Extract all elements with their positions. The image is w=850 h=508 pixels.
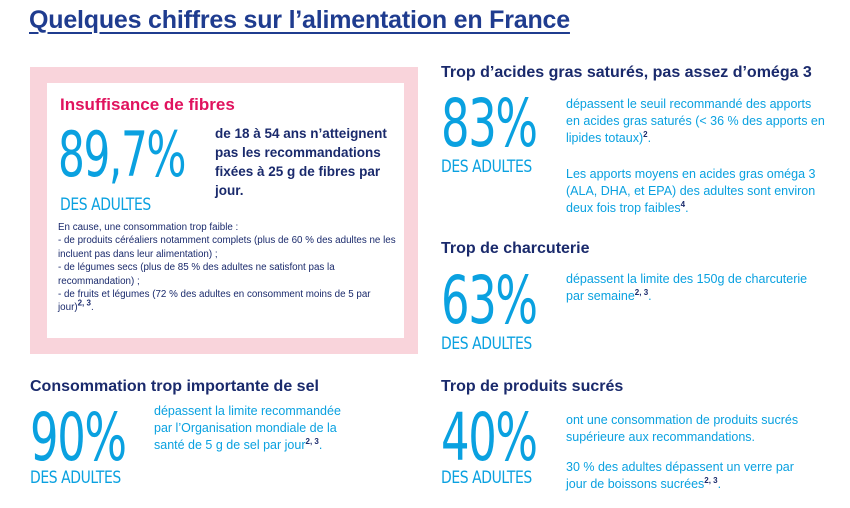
fibres-heading: Insuffisance de fibres (60, 95, 235, 114)
page-title: Quelques chiffres sur l’alimentation en … (29, 6, 570, 34)
fibres-panel (47, 83, 404, 338)
reference: 2, 3 (704, 475, 718, 485)
fibres-details: En cause, une consommation trop faible :… (58, 221, 398, 315)
fibres-adults-label: DES ADULTES (60, 195, 151, 215)
salt-adults-label: DES ADULTES (30, 468, 121, 488)
reference: 2, 3 (77, 299, 91, 309)
fats-percent: 83% (441, 85, 538, 162)
sugar-percent: 40% (441, 399, 538, 476)
sugar-description-1: ont une consommation de produits sucrés … (566, 413, 799, 444)
salt-description: dépassent la limite recommandée par l’Or… (154, 404, 341, 452)
fibres-details-fruits: - de fruits et légumes (72 % des adultes… (58, 289, 371, 314)
reference: 2, 3 (634, 287, 649, 297)
fibres-details-intro: En cause, une consommation trop faible : (58, 222, 239, 233)
sugar-heading: Trop de produits sucrés (441, 378, 624, 395)
reference: 2 (643, 129, 648, 139)
salt-percent: 90% (30, 399, 127, 476)
reference: 4 (680, 199, 686, 209)
charcuterie-adults-label: DES ADULTES (441, 334, 532, 354)
fibres-description: de 18 à 54 ans n’atteignent pas les reco… (215, 126, 387, 198)
fats-adults-label: DES ADULTES (441, 157, 532, 177)
sugar-adults-label: DES ADULTES (441, 468, 532, 488)
charcuterie-heading: Trop de charcuterie (441, 240, 590, 257)
fibres-details-legumes: - de légumes secs (plus de 85 % des adul… (58, 262, 335, 287)
fats-heading: Trop d’acides gras saturés, pas assez d’… (441, 64, 812, 81)
fibres-percent: 89,7% (58, 118, 186, 191)
fats-description-1: dépassent le seuil recommandé des apport… (566, 97, 825, 145)
sugar-description-2: 30 % des adultes dépassent un verre par … (566, 460, 794, 491)
reference: 2, 3 (305, 436, 319, 446)
fibres-details-cereals: - de produits céréaliers notamment compl… (58, 235, 396, 260)
salt-heading: Consommation trop importante de sel (30, 378, 319, 395)
charcuterie-description: dépassent la limite des 150g de charcute… (566, 272, 808, 303)
fats-description-2: Les apports moyens en acides gras oméga … (566, 167, 816, 215)
charcuterie-percent: 63% (441, 262, 538, 339)
